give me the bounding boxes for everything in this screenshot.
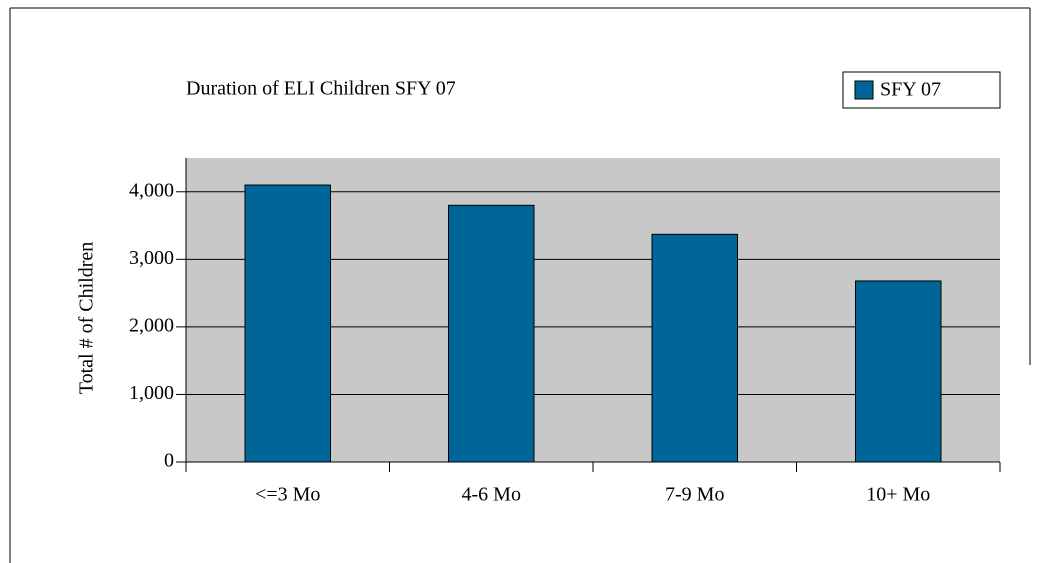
chart-title: Duration of ELI Children SFY 07 (186, 78, 456, 100)
legend-swatch (854, 80, 874, 100)
x-tick-label: 4-6 Mo (462, 484, 521, 506)
legend-label: SFY 07 (880, 79, 941, 101)
x-tick-label: <=3 Mo (255, 484, 320, 506)
y-tick-label: 3,000 (129, 247, 174, 269)
y-tick-label: 2,000 (129, 314, 174, 336)
y-tick-label: 4,000 (129, 179, 174, 201)
y-tick-label: 1,000 (129, 382, 174, 404)
x-tick-label: 7-9 Mo (665, 484, 724, 506)
y-tick-label: 0 (164, 450, 174, 472)
bar (244, 184, 331, 463)
x-tick-label: 10+ Mo (866, 484, 930, 506)
y-axis-title: Total # of Children (76, 242, 98, 394)
bar (448, 204, 535, 463)
bar (855, 280, 942, 463)
bar (651, 233, 738, 463)
